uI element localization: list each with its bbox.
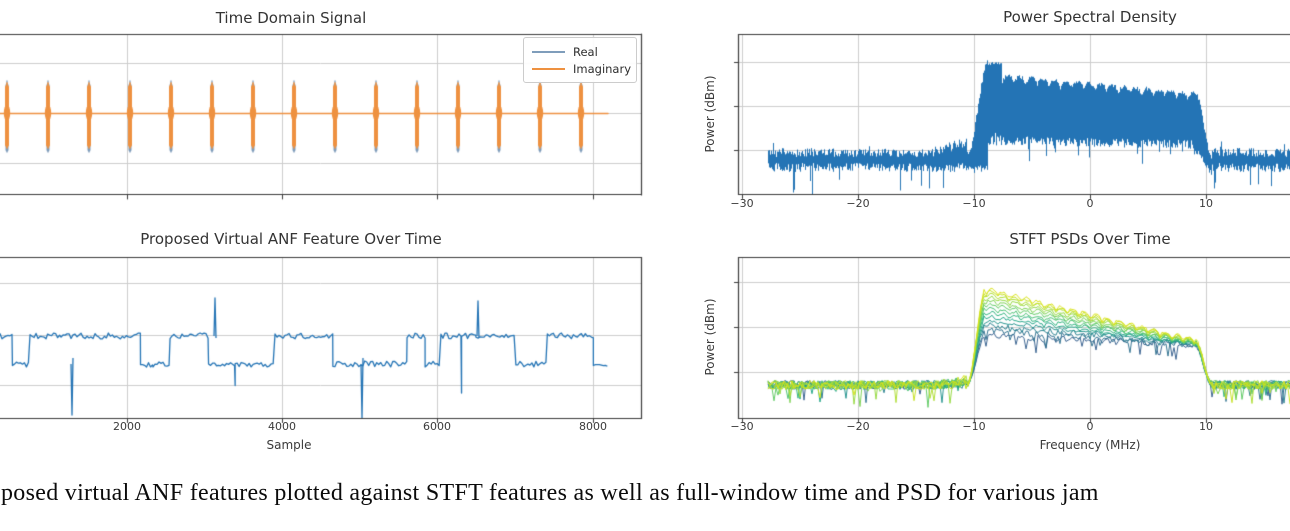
stft-x-tick-10: 10 <box>1199 420 1213 433</box>
psd-x-tick--30: −30 <box>730 197 754 210</box>
stft-x-tick-0: 0 <box>1086 420 1094 433</box>
psd-x-tick-0: 0 <box>1086 197 1094 210</box>
anf-feature-plot-canvas <box>0 251 649 427</box>
time-domain-plot-title: Time Domain Signal <box>215 9 367 27</box>
stft-psds-plot-title: STFT PSDs Over Time <box>1009 230 1171 248</box>
legend-entry-real: Real <box>532 43 629 60</box>
anf-x-tick-6000: 6000 <box>423 420 451 433</box>
figure-caption: posed virtual ANF features plotted again… <box>1 480 1099 506</box>
stft-x-axis-label: Frequency (MHz) <box>1039 438 1141 452</box>
time-domain-legend: Real Imaginary <box>523 37 637 83</box>
stft-y-axis-label: Power (dBm) <box>703 298 717 376</box>
anf-x-tick-2000: 2000 <box>113 420 141 433</box>
psd-y-axis-label: Power (dBm) <box>703 75 717 153</box>
psd-x-tick--10: −10 <box>962 197 986 210</box>
psd-plot-canvas <box>730 28 1290 208</box>
psd-x-tick--20: −20 <box>846 197 870 210</box>
psd-plot-title: Power Spectral Density <box>1003 8 1177 26</box>
legend-label-real: Real <box>573 44 598 59</box>
imaginary-line-swatch <box>532 67 565 70</box>
stft-x-tick--20: −20 <box>846 420 870 433</box>
anf-feature-plot-title: Proposed Virtual ANF Feature Over Time <box>140 230 442 248</box>
stft-x-tick--30: −30 <box>730 420 754 433</box>
anf-x-tick-4000: 4000 <box>268 420 296 433</box>
real-line-swatch <box>532 50 565 53</box>
psd-x-tick-10: 10 <box>1199 197 1213 210</box>
anf-x-axis-label: Sample <box>266 438 312 452</box>
legend-entry-imaginary: Imaginary <box>532 60 632 77</box>
stft-x-tick--10: −10 <box>962 420 986 433</box>
anf-x-tick-8000: 8000 <box>579 420 607 433</box>
legend-label-imaginary: Imaginary <box>573 61 632 76</box>
stft-psds-plot-canvas <box>730 251 1290 427</box>
